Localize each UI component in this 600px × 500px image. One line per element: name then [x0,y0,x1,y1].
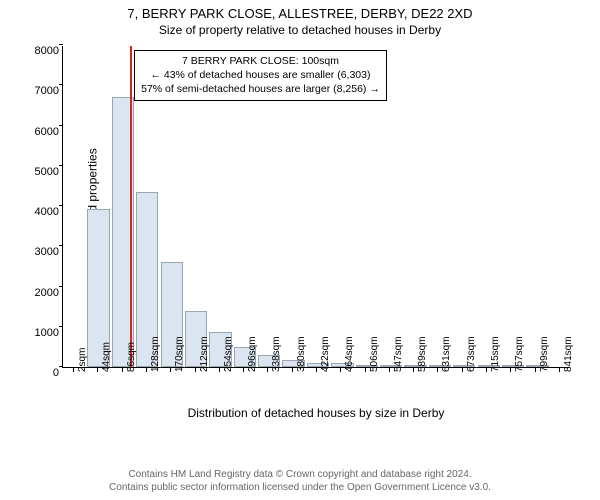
title-address: 7, BERRY PARK CLOSE, ALLESTREE, DERBY, D… [0,6,600,21]
ytick-label: 0 [19,367,59,379]
infobox-line: 7 BERRY PARK CLOSE: 100sqm [141,54,380,68]
property-infobox: 7 BERRY PARK CLOSE: 100sqm← 43% of detac… [134,50,387,101]
xtick-mark [170,368,171,372]
ytick-label: 7000 [19,85,59,97]
ytick-mark [59,366,63,367]
xtick-mark [365,368,366,372]
ytick-mark [59,84,63,85]
ytick-label: 4000 [19,206,59,218]
infobox-line: ← 43% of detached houses are smaller (6,… [141,68,380,82]
title-subtitle: Size of property relative to detached ho… [0,23,600,37]
ytick-label: 2000 [19,287,59,299]
plot-wrap: Number of detached properties 0100020003… [62,46,570,416]
xtick-mark [146,368,147,372]
xtick-mark [292,368,293,372]
chart-titles: 7, BERRY PARK CLOSE, ALLESTREE, DERBY, D… [0,0,600,37]
xtick-mark [437,368,438,372]
ytick-label: 5000 [19,166,59,178]
footer-attribution: Contains HM Land Registry data © Crown c… [0,468,600,494]
ytick-mark [59,245,63,246]
ytick-mark [59,44,63,45]
xtick-mark [389,368,390,372]
property-marker-line [130,46,132,367]
ytick-mark [59,205,63,206]
xtick-mark [195,368,196,372]
footer-line1: Contains HM Land Registry data © Crown c… [0,468,600,481]
xtick-mark [413,368,414,372]
xtick-mark [243,368,244,372]
xtick-mark [122,368,123,372]
footer-line2: Contains public sector information licen… [0,481,600,494]
xtick-mark [267,368,268,372]
ytick-label: 8000 [19,45,59,57]
ytick-label: 3000 [19,246,59,258]
infobox-line: 57% of semi-detached houses are larger (… [141,82,380,96]
xtick-mark [316,368,317,372]
xtick-mark [559,368,560,372]
ytick-mark [59,165,63,166]
xtick-mark [73,368,74,372]
xtick-mark [486,368,487,372]
xtick-mark [219,368,220,372]
ytick-mark [59,326,63,327]
xtick-mark [510,368,511,372]
xtick-mark [97,368,98,372]
xtick-mark [340,368,341,372]
ytick-label: 1000 [19,327,59,339]
plot-area: 0100020003000400050006000700080007 BERRY… [62,46,570,368]
xtick-mark [462,368,463,372]
ytick-mark [59,286,63,287]
ytick-label: 6000 [19,126,59,138]
xtick-mark [535,368,536,372]
x-axis-label: Distribution of detached houses by size … [62,406,570,420]
ytick-mark [59,125,63,126]
